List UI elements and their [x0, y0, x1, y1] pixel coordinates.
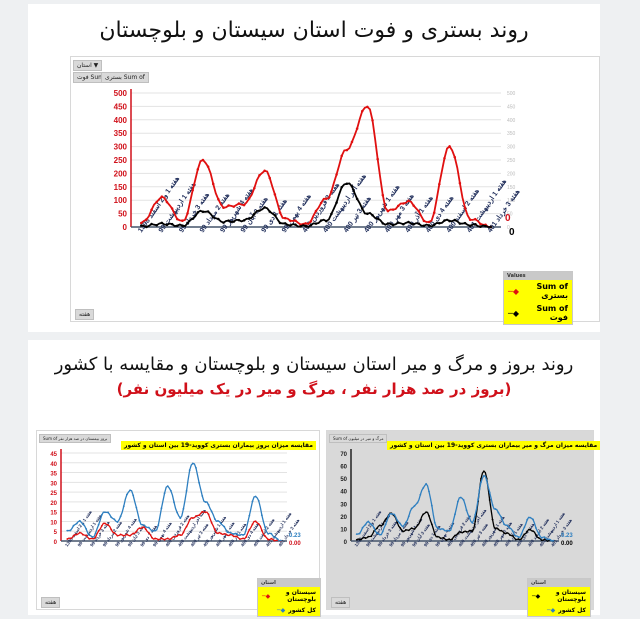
axis-field-pill[interactable]: هفته [331, 597, 351, 608]
section-title: روند بستری و فوت استان سیستان و بلوچستان [99, 18, 529, 43]
svg-text:250: 250 [507, 158, 516, 164]
svg-text:0: 0 [505, 213, 511, 224]
svg-text:50: 50 [507, 212, 513, 218]
axis-field-pill[interactable]: هفته [41, 597, 61, 608]
svg-text:350: 350 [114, 129, 128, 138]
svg-text:300: 300 [114, 143, 128, 152]
svg-text:35: 35 [50, 472, 57, 478]
svg-text:30: 30 [340, 502, 347, 508]
svg-text:0: 0 [344, 540, 348, 546]
svg-text:40: 40 [340, 490, 347, 496]
section-hospitalization-card: روند بستری و فوت استان سیستان و بلوچستان… [28, 4, 600, 332]
svg-text:200: 200 [507, 171, 516, 177]
line-marker-icon: ◆─ [508, 286, 519, 296]
filter-pill[interactable]: ▼ استان [73, 60, 103, 71]
svg-text:350: 350 [507, 131, 516, 137]
section-subtitle: (بروز در صد هزار نفر ، مرگ و میر در یک م… [116, 380, 512, 398]
legend-item[interactable]: سیستان و بلوچستان ◆─ [262, 589, 316, 603]
axis-field-pill[interactable]: هفته [75, 309, 95, 320]
section-title: روند بروز و مرگ و میر استان سیستان و بلو… [54, 354, 574, 375]
svg-text:300: 300 [507, 145, 516, 151]
svg-text:450: 450 [114, 102, 128, 111]
line-marker-icon: ◆─ [262, 592, 271, 600]
line-marker-icon: ◆─ [277, 607, 286, 614]
svg-text:0.23: 0.23 [561, 533, 573, 539]
svg-text:30: 30 [50, 481, 57, 487]
svg-text:500: 500 [507, 91, 516, 97]
filter-icon: ▼ [93, 62, 99, 69]
legend-header: استان [528, 579, 590, 587]
svg-text:0: 0 [509, 227, 515, 238]
svg-text:70: 70 [340, 452, 347, 458]
legend-item[interactable]: کل کشور ◆─ [547, 607, 586, 614]
legend-item[interactable]: Sum of بستری ◆─ [508, 282, 568, 300]
chart-legend: استان سیستان و بلوچستان ◆─ کل کشور ◆─ [527, 578, 591, 617]
incidence-chart: بروز بیمستان در صد هزار نفر Sum of 0 5 10 1… [36, 430, 321, 617]
svg-text:10: 10 [50, 520, 57, 526]
svg-text:0.00: 0.00 [561, 541, 573, 547]
svg-text:150: 150 [507, 185, 516, 191]
svg-text:400: 400 [114, 116, 128, 125]
chart-legend: استان سیستان و بلوچستان ◆─ کل کشور ◆─ [257, 578, 321, 617]
svg-text:450: 450 [507, 104, 516, 110]
legend-item[interactable]: کل کشور ◆─ [277, 607, 316, 614]
line-marker-icon: ◆─ [532, 592, 541, 600]
svg-text:50: 50 [118, 210, 127, 219]
svg-text:60: 60 [340, 465, 347, 471]
svg-text:40: 40 [50, 462, 57, 468]
svg-text:0: 0 [507, 225, 510, 231]
svg-text:20: 20 [50, 501, 57, 507]
value-pill[interactable]: Sum of بستری [101, 72, 149, 83]
svg-text:100: 100 [507, 198, 516, 204]
chart-legend: Values Sum of بستری ◆─ Sum of فوت ◆─ [503, 271, 573, 325]
svg-text:45: 45 [50, 452, 57, 458]
field-pill[interactable]: مرگ و میر در میلیون Sum of [329, 434, 388, 443]
legend-item[interactable]: سیستان و بلوچستان ◆─ [532, 589, 586, 603]
mortality-chart: مرگ و میر در میلیون Sum of 0 10 20 30 40 50 60… [326, 430, 601, 617]
svg-text:0: 0 [123, 223, 128, 232]
section-incidence-card: روند بروز و مرگ و میر استان سیستان و بلو… [28, 340, 601, 617]
svg-text:15: 15 [50, 511, 57, 517]
svg-text:0.23: 0.23 [289, 533, 301, 539]
svg-text:20: 20 [340, 515, 347, 521]
line-marker-icon: ◆─ [508, 308, 519, 318]
field-pill[interactable]: بروز بیمستان در صد هزار نفر Sum of [39, 434, 112, 443]
legend-item[interactable]: Sum of فوت ◆─ [508, 304, 568, 322]
legend-header: استان [258, 579, 320, 587]
svg-text:0.00: 0.00 [289, 541, 301, 547]
svg-text:0: 0 [54, 540, 58, 546]
svg-text:100: 100 [114, 196, 128, 205]
chart-title: مقایسه میزان مرگ و میر بیماران بستری کوو… [387, 441, 601, 450]
svg-text:250: 250 [114, 156, 128, 165]
svg-text:150: 150 [114, 183, 128, 192]
svg-text:5: 5 [54, 530, 58, 536]
line-marker-icon: ◆─ [547, 607, 556, 614]
svg-text:500: 500 [114, 89, 128, 98]
hospitalization-chart: ▼ استان Sum of فوت Sum of بستری 00505010… [70, 56, 600, 325]
legend-header: Values [504, 272, 572, 280]
chart-title: مقایسه میزان بروز بیماران بستری کووید-19… [121, 441, 316, 450]
svg-text:200: 200 [114, 169, 128, 178]
svg-text:50: 50 [340, 477, 347, 483]
svg-text:400: 400 [507, 118, 516, 124]
svg-text:25: 25 [50, 491, 57, 497]
svg-text:10: 10 [340, 527, 347, 533]
